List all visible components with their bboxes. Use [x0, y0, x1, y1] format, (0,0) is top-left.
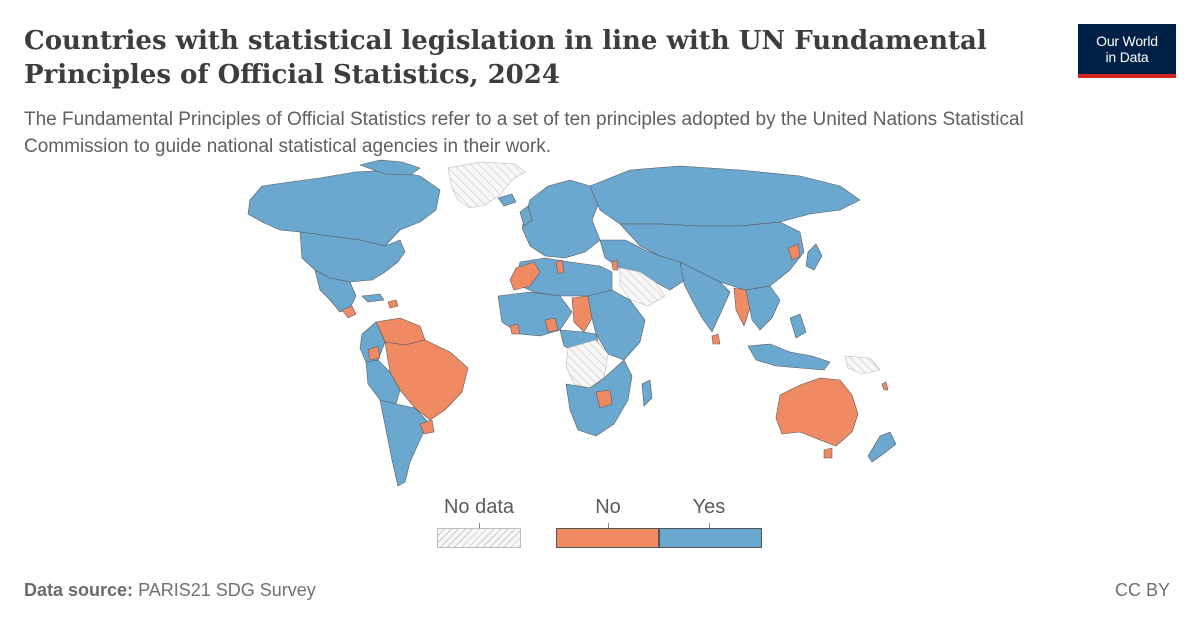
region-india[interactable] [679, 261, 731, 333]
legend-no-tick [608, 523, 609, 528]
region-russia[interactable] [589, 165, 861, 227]
region-central-america-no[interactable] [341, 305, 357, 319]
region-philippines[interactable] [789, 313, 807, 339]
legend-yes-tick [709, 523, 710, 528]
region-caribbean-no[interactable] [387, 299, 399, 309]
legend-no-data-tick [479, 523, 480, 528]
region-uruguay[interactable] [419, 419, 435, 435]
region-japan[interactable] [805, 243, 823, 271]
region-southeast-asia[interactable] [745, 285, 781, 331]
legend-no-label: No [595, 496, 621, 518]
region-europe[interactable] [521, 179, 601, 259]
license-link[interactable]: CC BY [1114, 580, 1170, 600]
legend-yes-swatch[interactable] [659, 528, 762, 548]
region-saudi-arabia[interactable] [619, 267, 666, 307]
region-caribbean-yes[interactable] [361, 293, 385, 303]
region-vanuatu[interactable] [881, 381, 889, 391]
legend-yes-label: Yes [692, 496, 726, 518]
region-myanmar[interactable] [733, 287, 751, 327]
region-greenland[interactable] [447, 161, 526, 209]
region-north-korea[interactable] [787, 243, 801, 261]
region-new-zealand[interactable] [867, 431, 897, 463]
region-madagascar[interactable] [641, 379, 653, 407]
region-sri-lanka[interactable] [711, 333, 721, 345]
data-source-label: Data source: [24, 580, 134, 600]
legend-no-data-label: No data [443, 496, 515, 518]
data-source-value: PARIS21 SDG Survey [138, 580, 316, 600]
region-indonesia[interactable] [747, 343, 831, 371]
region-tunisia[interactable] [555, 259, 565, 275]
region-peru-bolivia[interactable] [365, 359, 401, 405]
logo-line-1: Our World [1096, 33, 1158, 49]
region-nigeria[interactable] [544, 317, 559, 333]
region-israel[interactable] [611, 259, 619, 271]
data-source[interactable]: Data source: PARIS21 SDG Survey [24, 580, 316, 601]
region-papua-new-guinea[interactable] [844, 355, 881, 375]
region-colombia-no[interactable] [367, 345, 381, 361]
logo-line-2: in Data [1105, 49, 1149, 65]
legend-no-data-swatch[interactable] [437, 528, 521, 548]
region-morocco-wsahara[interactable] [509, 261, 541, 291]
region-chad[interactable] [571, 295, 593, 333]
region-liberia[interactable] [509, 323, 521, 335]
owid-logo[interactable]: Our World in Data [1078, 24, 1176, 78]
region-southern-cone[interactable] [379, 399, 429, 487]
region-zimbabwe[interactable] [595, 389, 613, 409]
region-tasmania[interactable] [823, 447, 833, 459]
chart-subtitle: The Fundamental Principles of Official S… [24, 109, 1024, 157]
region-arctic-islands[interactable] [359, 159, 421, 176]
chart-title: Countries with statistical legislation i… [24, 26, 987, 90]
region-canada-alaska[interactable] [247, 169, 441, 247]
region-australia[interactable] [775, 377, 859, 447]
region-west-africa[interactable] [497, 291, 573, 337]
region-iceland-uk[interactable] [497, 193, 533, 227]
region-east-africa[interactable] [587, 289, 646, 361]
legend-no-swatch[interactable] [556, 528, 659, 548]
